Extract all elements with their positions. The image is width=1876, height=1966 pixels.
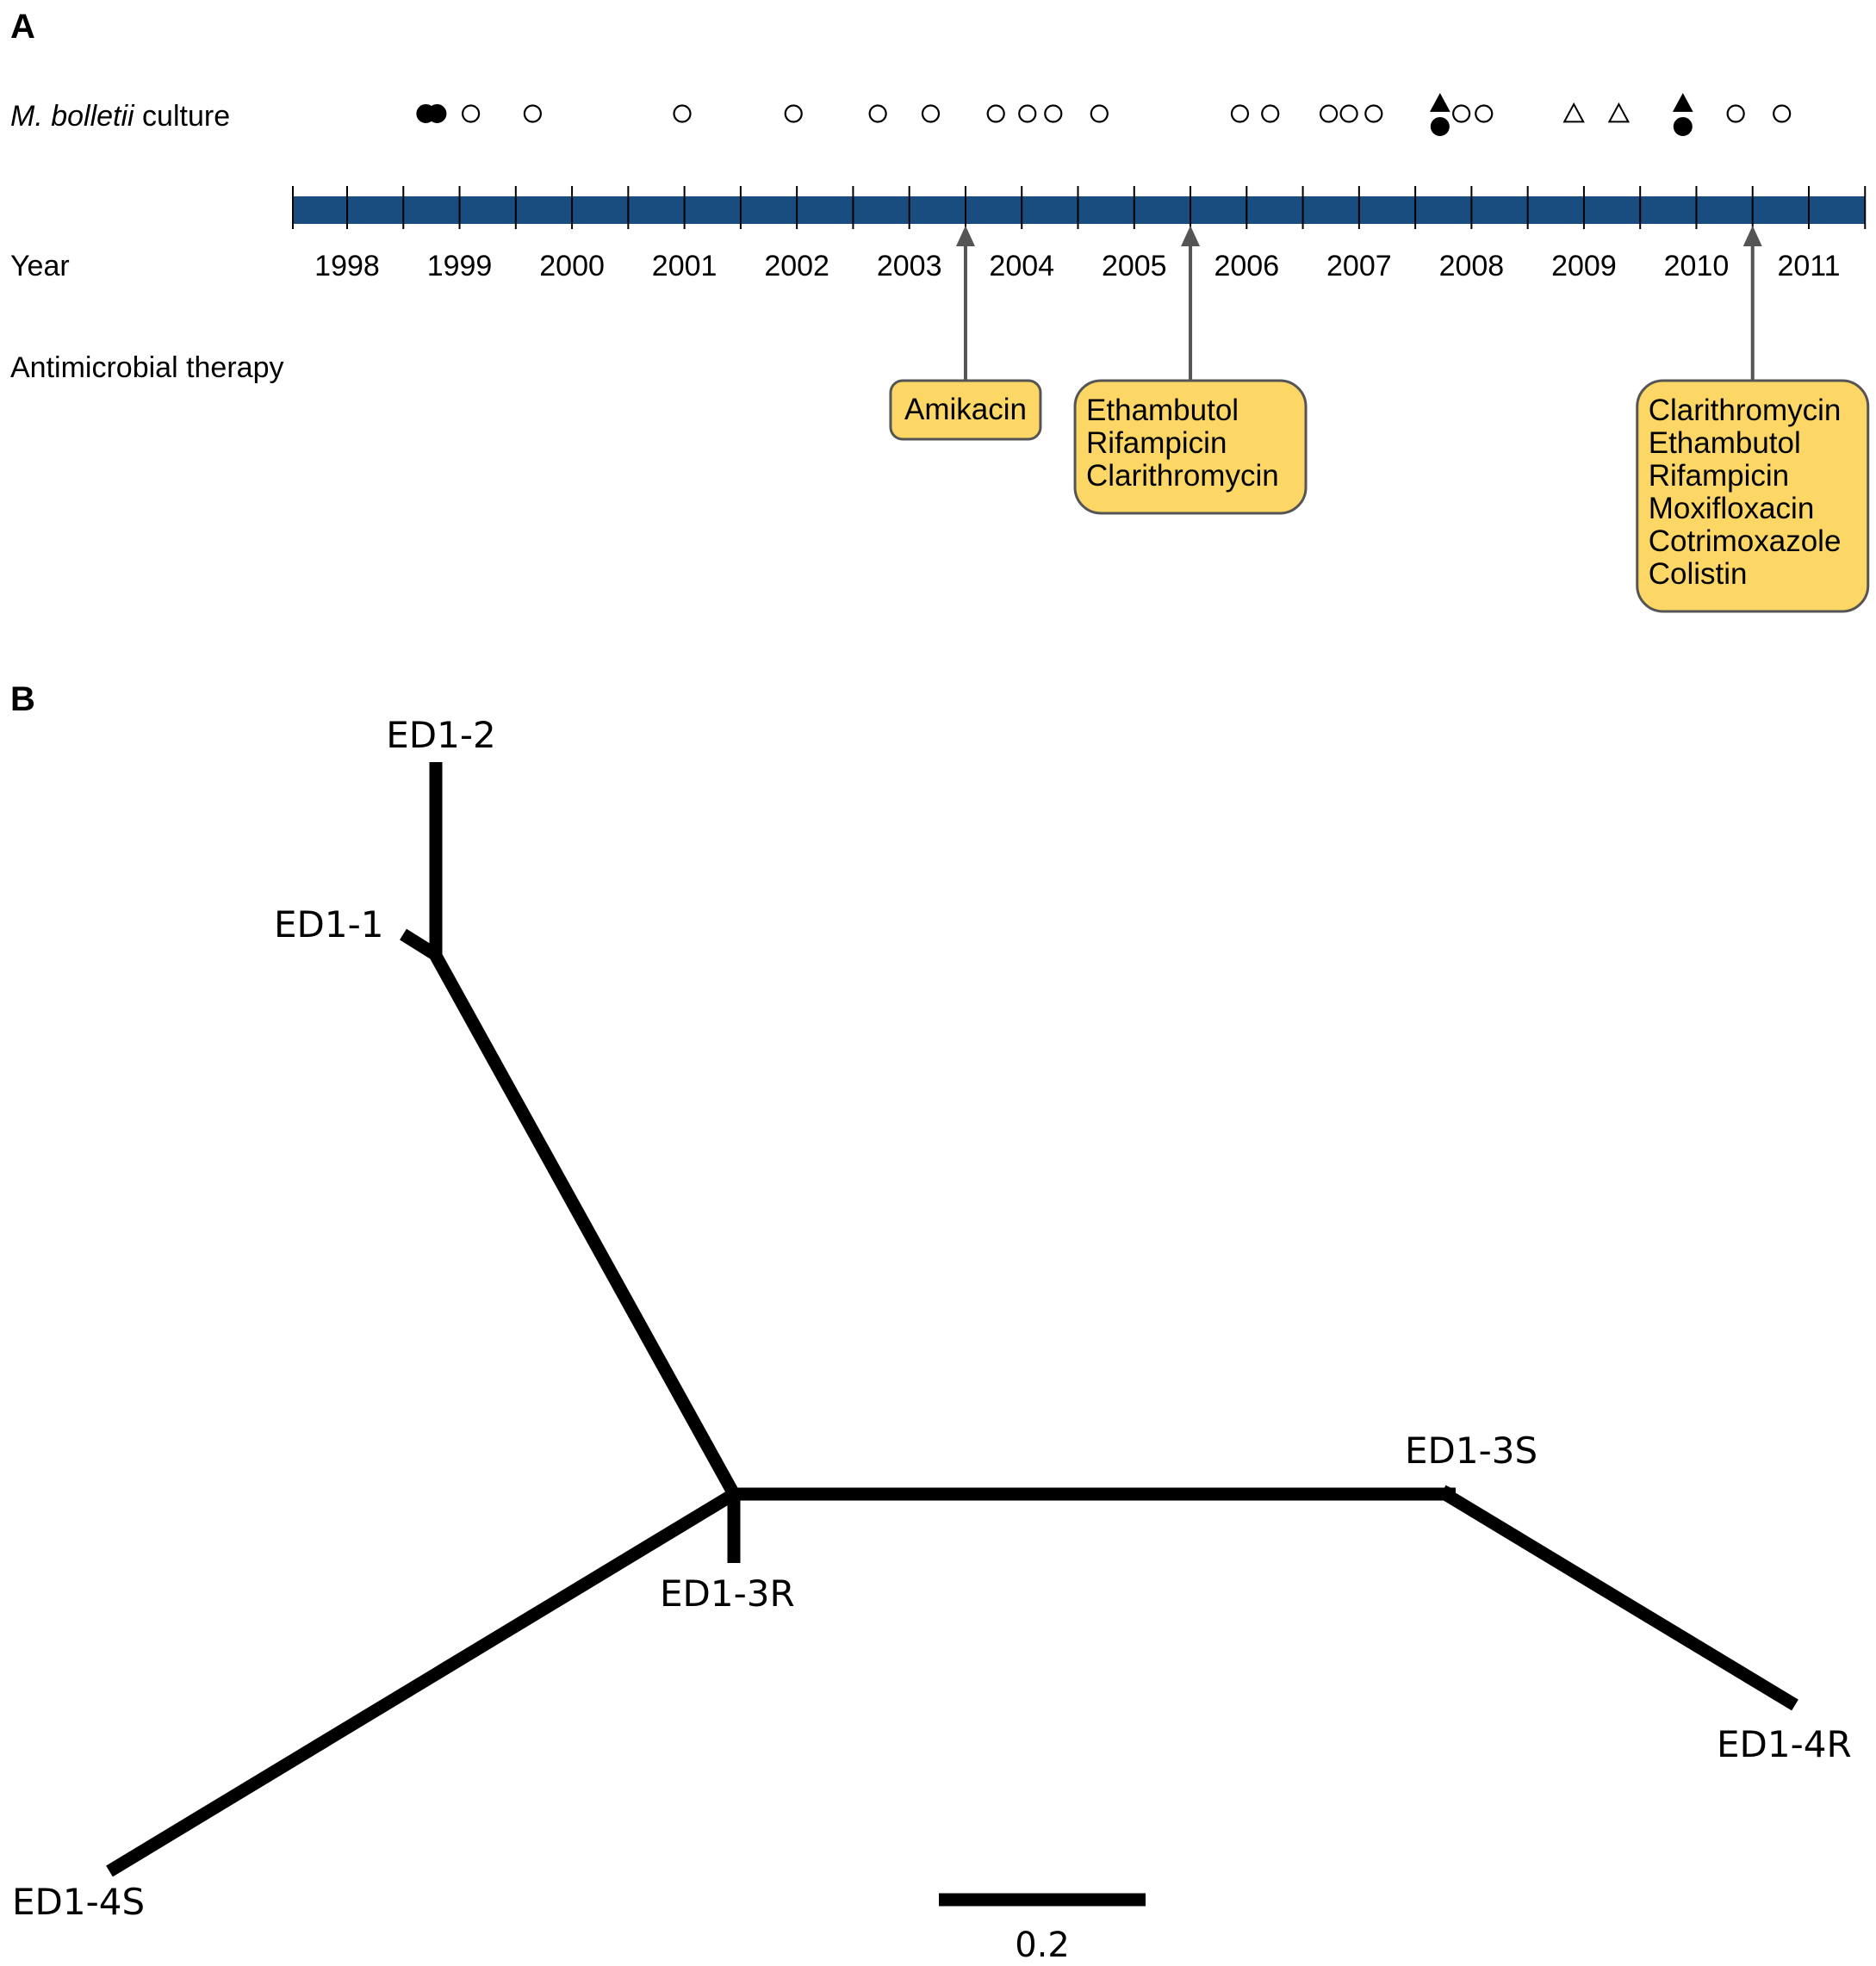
filled-triangle-marker [1672, 92, 1693, 112]
year-label: 2007 [1326, 250, 1392, 282]
open-circle-marker [1018, 104, 1037, 123]
open-circle-marker [1044, 104, 1063, 123]
year-label: 1998 [314, 250, 380, 282]
year-label: 2009 [1551, 250, 1617, 282]
open-circle-marker [1090, 104, 1109, 123]
drug-name: Moxifloxacin [1649, 492, 1815, 525]
culture-label-species: M. bolletii [10, 100, 135, 133]
culture-markers [416, 92, 1792, 136]
open-circle-marker [673, 104, 692, 123]
drug-name: Rifampicin [1086, 426, 1227, 460]
therapy-1: Amikacin [889, 226, 1042, 441]
drug-name: Rifampicin [1649, 459, 1789, 493]
filled-triangle-marker [1429, 92, 1450, 112]
open-circle-marker [1726, 104, 1745, 123]
branch-ed1-4s [106, 1488, 737, 1877]
filled-circle-marker [427, 104, 447, 123]
therapy-annotations: Amikacin EthambutolRifampicinClarithromyc… [889, 226, 1870, 613]
timeline-bar [293, 196, 1866, 224]
scale-bar-label: 0.2 [1015, 1926, 1070, 1965]
open-circle-marker [986, 104, 1005, 123]
open-circle-marker [921, 104, 941, 123]
panel-a-letter: A [10, 8, 35, 46]
year-labels: 1998 1999 2000 2001 2002 2003 2004 2005 2006 2007… [314, 250, 1840, 282]
drug-name: Cotrimoxazole [1649, 524, 1842, 558]
panel-b-letter: B [10, 680, 35, 718]
year-label: 2003 [877, 250, 942, 282]
phylogenetic-tree [106, 762, 1798, 1877]
year-label: 2005 [1102, 250, 1167, 282]
year-label: 2006 [1214, 250, 1279, 282]
year-row-label: Year [10, 250, 70, 282]
open-circle-marker [1773, 104, 1792, 123]
therapy-row-label: Antimicrobial therapy [10, 351, 283, 384]
branch-internal-upper [430, 952, 740, 1498]
open-triangle-marker [1562, 102, 1585, 123]
therapy-arrow-head [955, 226, 975, 246]
year-label: 2002 [764, 250, 829, 282]
branch-ed1-4r [1442, 1488, 1798, 1711]
open-circle-marker [523, 104, 542, 123]
drug-name: Clarithromycin [1086, 459, 1279, 493]
therapy-box [1073, 379, 1308, 515]
drug-name: Ethambutol [1086, 394, 1239, 427]
leaf-label-ed1-3r: ED1-3R [660, 1572, 795, 1615]
year-label: 1999 [427, 250, 493, 282]
year-label: 2001 [652, 250, 717, 282]
panel-b: B ED1-2 ED1-1 ED1-3S ED1-3R ED1-4R ED1-4… [10, 680, 1852, 1965]
therapy-3: ClarithromycinEthambutolRifampicinMoxifl… [1636, 226, 1870, 613]
open-circle-marker [1261, 104, 1280, 123]
leaf-label-ed1-3s: ED1-3S [1405, 1430, 1537, 1472]
year-label: 2010 [1664, 250, 1730, 282]
open-circle-marker [1320, 104, 1339, 123]
therapy-arrow-head [1181, 226, 1201, 246]
open-circle-marker [461, 104, 481, 123]
open-triangle-marker [1607, 102, 1631, 123]
leaf-label-ed1-4r: ED1-4R [1717, 1723, 1852, 1765]
leaf-label-ed1-4s: ED1-4S [12, 1881, 145, 1923]
year-label: 2011 [1777, 250, 1840, 282]
culture-row-label: M. bolletii culture [10, 100, 230, 133]
drug-name: Amikacin [904, 393, 1027, 426]
open-circle-marker [1475, 104, 1494, 123]
year-label: 2004 [989, 250, 1054, 282]
therapy-arrow-head [1742, 226, 1762, 246]
panel-a: A M. bolletii culture Year Antimicrobial… [10, 8, 1870, 613]
drug-name: Clarithromycin [1649, 394, 1842, 427]
filled-circle-marker [1430, 117, 1450, 136]
open-circle-marker [1339, 104, 1358, 123]
therapy-box [1636, 379, 1870, 613]
leaf-label-ed1-1: ED1-1 [274, 903, 383, 946]
timeline-ticks [292, 186, 1867, 229]
leaf-label-ed1-2: ED1-2 [386, 714, 495, 756]
open-circle-marker [868, 104, 887, 123]
therapy-box [889, 379, 1042, 441]
year-label: 2000 [539, 250, 605, 282]
culture-label-suffix: culture [134, 100, 231, 133]
open-circle-marker [1364, 104, 1383, 123]
year-label: 2008 [1439, 250, 1505, 282]
open-circle-marker [1230, 104, 1250, 123]
open-circle-marker [784, 104, 803, 123]
drug-name: Ethambutol [1649, 426, 1801, 460]
branch-ed1-3s [1438, 1485, 1454, 1503]
filled-circle-marker [1673, 117, 1693, 136]
branch-ed1-1 [400, 928, 441, 962]
drug-name: Colistin [1649, 557, 1748, 591]
open-circle-marker [1452, 104, 1471, 123]
